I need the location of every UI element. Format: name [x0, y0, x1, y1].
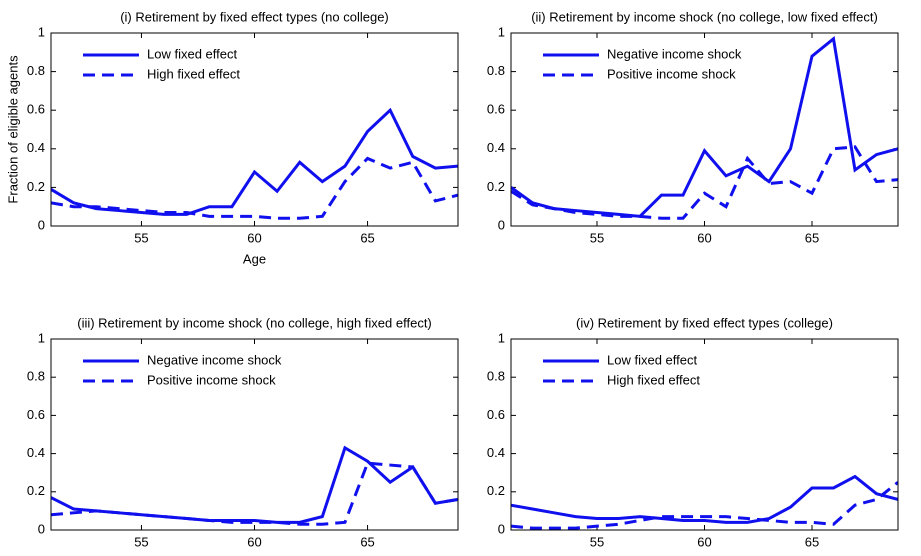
series-line	[51, 461, 458, 526]
x-tick-label: 60	[247, 230, 261, 245]
panel-title: (i) Retirement by fixed effect types (no…	[120, 9, 389, 24]
y-tick-label: 0.6	[27, 102, 45, 117]
series-line	[511, 145, 898, 220]
y-tick-label: 0.2	[487, 483, 505, 498]
x-tick-label: 65	[805, 534, 819, 549]
legend-label: Negative income shock	[607, 46, 742, 61]
y-tick-label: 1	[498, 330, 505, 345]
legend-label: Negative income shock	[147, 352, 282, 367]
x-tick-label: 55	[134, 534, 148, 549]
plot-frame	[510, 32, 899, 227]
y-tick-label: 0.8	[487, 369, 505, 384]
y-tick-label: 1	[38, 330, 45, 345]
series-line	[51, 156, 458, 220]
x-tick-label: 60	[697, 230, 711, 245]
y-tick-label: 0.8	[27, 369, 45, 384]
y-tick-label: 0.4	[27, 140, 45, 155]
y-tick-label: 1	[38, 24, 45, 39]
y-tick-label: 0	[38, 521, 45, 536]
series-line	[511, 36, 898, 218]
series-line	[511, 474, 898, 524]
plot-frame	[510, 338, 899, 531]
y-tick-label: 0.8	[27, 63, 45, 78]
y-tick-label: 0.6	[487, 102, 505, 117]
plot-frame	[50, 32, 459, 227]
y-tick-label: 0.4	[487, 140, 505, 155]
x-tick-label: 55	[590, 534, 604, 549]
panel-title: (iv) Retirement by fixed effect types (c…	[576, 315, 833, 330]
panel-title: (ii) Retirement by income shock (no coll…	[531, 9, 878, 24]
x-tick-label: 55	[134, 230, 148, 245]
y-axis-label: Fraction of eligible agents	[5, 55, 20, 204]
y-tick-label: 0.4	[27, 445, 45, 460]
x-tick-label: 60	[247, 534, 261, 549]
legend-label: Positive income shock	[607, 66, 736, 81]
legend-label: Low fixed effect	[147, 46, 237, 61]
plot-frame	[50, 338, 459, 531]
y-tick-label: 0.4	[487, 445, 505, 460]
y-tick-label: 0.6	[27, 407, 45, 422]
y-tick-label: 0	[38, 217, 45, 232]
panel-title: (iii) Retirement by income shock (no col…	[77, 315, 432, 330]
y-tick-label: 0.2	[487, 179, 505, 194]
x-tick-label: 65	[360, 230, 374, 245]
x-axis-label: Age	[243, 251, 266, 266]
y-tick-label: 0	[498, 521, 505, 536]
series-line	[51, 107, 458, 216]
y-tick-label: 0	[498, 217, 505, 232]
y-tick-label: 0.6	[487, 407, 505, 422]
x-tick-label: 65	[360, 534, 374, 549]
x-tick-label: 65	[805, 230, 819, 245]
x-tick-label: 55	[590, 230, 604, 245]
legend-label: Low fixed effect	[607, 352, 697, 367]
legend-label: High fixed effect	[147, 66, 240, 81]
y-tick-label: 0.8	[487, 63, 505, 78]
y-tick-label: 1	[498, 24, 505, 39]
y-tick-label: 0.2	[27, 483, 45, 498]
legend-label: Positive income shock	[147, 372, 276, 387]
x-tick-label: 60	[697, 534, 711, 549]
legend-label: High fixed effect	[607, 372, 700, 387]
y-tick-label: 0.2	[27, 179, 45, 194]
series-line	[511, 481, 898, 530]
